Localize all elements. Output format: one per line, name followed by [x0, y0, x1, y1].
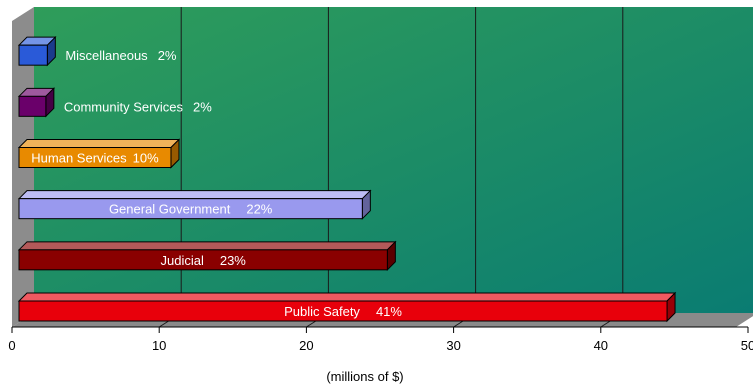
bar-category-label: Judicial [160, 253, 203, 268]
bar-group: Human Services 10% [17, 138, 181, 169]
bar-percent-label: 23% [220, 253, 246, 268]
bar-top [17, 241, 397, 251]
bar-category-label: Community Services [64, 99, 184, 114]
bar-percent-label: 2% [158, 48, 177, 63]
x-tick-label: 40 [594, 338, 608, 353]
bar-category-label: Human Services [31, 151, 127, 166]
bar-group: Community Services 2% [17, 87, 212, 118]
bars: Miscellaneous 2% Community Services 2% Human… [17, 35, 677, 323]
bar [18, 249, 388, 271]
bar [18, 198, 363, 220]
bar-percent-label: 22% [246, 202, 272, 217]
bar [18, 95, 47, 117]
x-tick-label: 50 [741, 338, 753, 353]
bar-top [17, 292, 677, 302]
bar-category-label: General Government [109, 202, 231, 217]
bar-percent-label: 41% [376, 304, 402, 319]
bar-group: Public Safety 41% [17, 291, 677, 323]
bar-category-label: Public Safety [284, 304, 360, 319]
x-tick-label: 30 [446, 338, 460, 353]
bar-percent-label: 10% [133, 151, 159, 166]
bar-category-label: Miscellaneous [65, 48, 148, 63]
x-axis-title: (millions of $) [326, 369, 403, 384]
bar-top [17, 139, 181, 148]
bar [18, 44, 48, 66]
x-axis: 0 10 20 30 40 50 [8, 326, 753, 353]
x-tick-label: 0 [8, 338, 15, 353]
bar [18, 300, 668, 322]
x-tick-label: 20 [299, 338, 313, 353]
bar-group: Miscellaneous 2% [17, 35, 177, 67]
bar-top [17, 190, 372, 200]
x-tick-label: 10 [152, 338, 166, 353]
bar-group: General Government 22% [17, 189, 372, 220]
bar [18, 147, 172, 168]
bar-percent-label: 2% [193, 99, 212, 114]
bar-group: Judicial 23% [17, 240, 397, 272]
